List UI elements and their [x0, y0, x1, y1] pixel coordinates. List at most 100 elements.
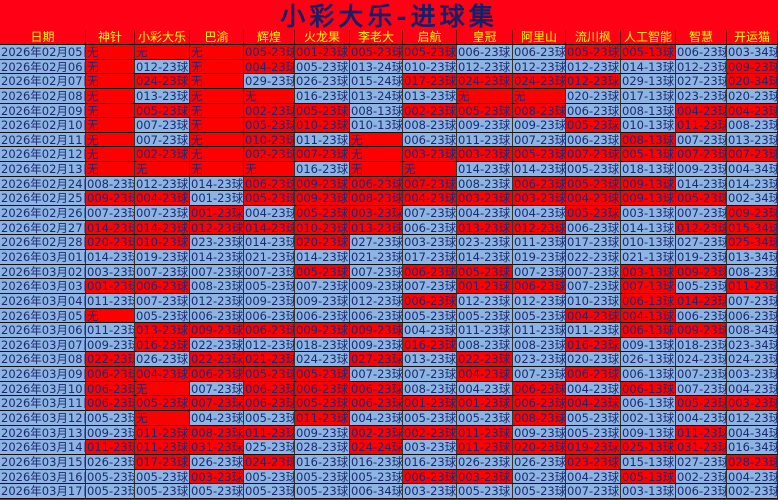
- result-cell[interactable]: 012-23球: [190, 293, 244, 309]
- column-header[interactable]: 启航: [403, 30, 457, 45]
- result-cell[interactable]: 003-23球: [727, 396, 778, 412]
- result-cell[interactable]: 011-23球: [676, 425, 727, 441]
- result-cell[interactable]: 无: [86, 88, 135, 104]
- result-cell[interactable]: 007-23球: [513, 264, 566, 280]
- result-cell[interactable]: 无: [86, 45, 135, 60]
- result-cell[interactable]: 006-23球: [676, 484, 727, 499]
- result-cell[interactable]: 010-13球: [621, 235, 676, 250]
- result-cell[interactable]: 013-23球: [403, 352, 457, 368]
- result-cell[interactable]: 011-23球: [135, 440, 190, 455]
- result-cell[interactable]: 005-23球: [86, 469, 135, 485]
- date-cell[interactable]: 2026年03月17日: [0, 484, 86, 499]
- result-cell[interactable]: 006-23球: [513, 176, 566, 192]
- result-cell[interactable]: 021-23球: [350, 249, 403, 265]
- result-cell[interactable]: 009-23球: [86, 191, 135, 207]
- result-cell[interactable]: 025-13球: [621, 440, 676, 455]
- result-cell[interactable]: 无: [86, 308, 135, 324]
- result-cell[interactable]: 004-13球: [621, 308, 676, 324]
- result-cell[interactable]: 020-23球: [513, 440, 566, 455]
- result-cell[interactable]: 无: [86, 103, 135, 119]
- result-cell[interactable]: 019-23球: [676, 249, 727, 265]
- result-cell[interactable]: 003-13球: [621, 484, 676, 499]
- result-cell[interactable]: 003-34球: [727, 45, 778, 60]
- result-cell[interactable]: 007-13球: [621, 279, 676, 294]
- result-cell[interactable]: 003-13球: [621, 206, 676, 221]
- result-cell[interactable]: 008-23球: [513, 411, 566, 426]
- result-cell[interactable]: 无: [190, 88, 244, 104]
- column-header[interactable]: 阿里山: [513, 30, 566, 45]
- result-cell[interactable]: 005-23球: [566, 162, 621, 177]
- result-cell[interactable]: 011-23球: [676, 118, 727, 133]
- result-cell[interactable]: 005-23球: [350, 469, 403, 485]
- result-cell[interactable]: 002-23球: [350, 425, 403, 441]
- result-cell[interactable]: 005-23球: [566, 176, 621, 192]
- result-cell[interactable]: 005-23球: [350, 45, 403, 60]
- result-cell[interactable]: 003-23球: [457, 469, 513, 485]
- result-cell[interactable]: 008-13球: [621, 103, 676, 119]
- result-cell[interactable]: 002-13球: [621, 411, 676, 426]
- result-cell[interactable]: 003-23球: [457, 147, 513, 163]
- result-cell[interactable]: 006-23球: [403, 469, 457, 485]
- result-cell[interactable]: 017-23球: [403, 74, 457, 89]
- result-cell[interactable]: 006-23球: [513, 45, 566, 60]
- result-cell[interactable]: 004-23球: [676, 411, 727, 426]
- result-cell[interactable]: 008-23球: [727, 118, 778, 133]
- result-cell[interactable]: 008-23球: [457, 176, 513, 192]
- result-cell[interactable]: 007-23球: [727, 293, 778, 309]
- result-cell[interactable]: 无: [135, 411, 190, 426]
- result-cell[interactable]: 013-24球: [350, 88, 403, 104]
- result-cell[interactable]: 无: [350, 162, 403, 177]
- result-cell[interactable]: 005-23球: [244, 484, 295, 499]
- result-cell[interactable]: 005-23球: [244, 469, 295, 485]
- result-cell[interactable]: 006-23球: [244, 323, 295, 338]
- date-cell[interactable]: 2026年03月03日: [0, 279, 86, 294]
- result-cell[interactable]: 无: [135, 45, 190, 60]
- result-cell[interactable]: 012-23球: [457, 293, 513, 309]
- result-cell[interactable]: 006-23球: [403, 264, 457, 280]
- result-cell[interactable]: 无: [190, 147, 244, 163]
- result-cell[interactable]: 022-23球: [457, 352, 513, 368]
- date-cell[interactable]: 2026年03月14日: [0, 440, 86, 455]
- date-cell[interactable]: 2026年02月08日: [0, 88, 86, 104]
- result-cell[interactable]: 021-23球: [244, 249, 295, 265]
- result-cell[interactable]: 016-23球: [350, 454, 403, 470]
- result-cell[interactable]: 007-23球: [566, 264, 621, 280]
- result-cell[interactable]: 015-24球: [350, 74, 403, 89]
- result-cell[interactable]: 016-23球: [566, 337, 621, 353]
- result-cell[interactable]: 013-23球: [135, 88, 190, 104]
- result-cell[interactable]: 015-34球: [727, 220, 778, 236]
- result-cell[interactable]: 014-23球: [457, 249, 513, 265]
- result-cell[interactable]: 026-23球: [457, 454, 513, 470]
- result-cell[interactable]: 009-13球: [621, 176, 676, 192]
- result-cell[interactable]: 无: [190, 45, 244, 60]
- result-cell[interactable]: 001-23球: [403, 396, 457, 412]
- result-cell[interactable]: 022-23球: [190, 352, 244, 368]
- result-cell[interactable]: 010-23球: [403, 59, 457, 75]
- result-cell[interactable]: 024-23球: [513, 74, 566, 89]
- result-cell[interactable]: 006-13球: [621, 367, 676, 382]
- result-cell[interactable]: 006-23球: [244, 396, 295, 412]
- result-cell[interactable]: 005-23球: [403, 45, 457, 60]
- result-cell[interactable]: 007-23球: [135, 132, 190, 148]
- result-cell[interactable]: 007-23球: [566, 484, 621, 499]
- result-cell[interactable]: 017-23球: [403, 249, 457, 265]
- result-cell[interactable]: 005-13球: [621, 147, 676, 163]
- result-cell[interactable]: 009-23球: [86, 425, 135, 441]
- result-cell[interactable]: 006-13球: [621, 381, 676, 397]
- column-header[interactable]: 神针: [86, 30, 135, 45]
- result-cell[interactable]: 007-23球: [350, 367, 403, 382]
- result-cell[interactable]: 006-23球: [727, 308, 778, 324]
- result-cell[interactable]: 024-23球: [295, 352, 350, 368]
- result-cell[interactable]: 018-23球: [676, 337, 727, 353]
- result-cell[interactable]: 无: [135, 162, 190, 177]
- result-cell[interactable]: 008-23球: [403, 381, 457, 397]
- result-cell[interactable]: 028-23球: [727, 454, 778, 470]
- result-cell[interactable]: 005-23球: [295, 396, 350, 412]
- result-cell[interactable]: 006-23球: [403, 220, 457, 236]
- result-cell[interactable]: 029-23球: [244, 74, 295, 89]
- result-cell[interactable]: 005-23球: [135, 308, 190, 324]
- date-cell[interactable]: 2026年02月27日: [0, 220, 86, 236]
- column-header[interactable]: 火龙果: [295, 30, 350, 45]
- result-cell[interactable]: 006-23球: [350, 381, 403, 397]
- result-cell[interactable]: 026-23球: [513, 454, 566, 470]
